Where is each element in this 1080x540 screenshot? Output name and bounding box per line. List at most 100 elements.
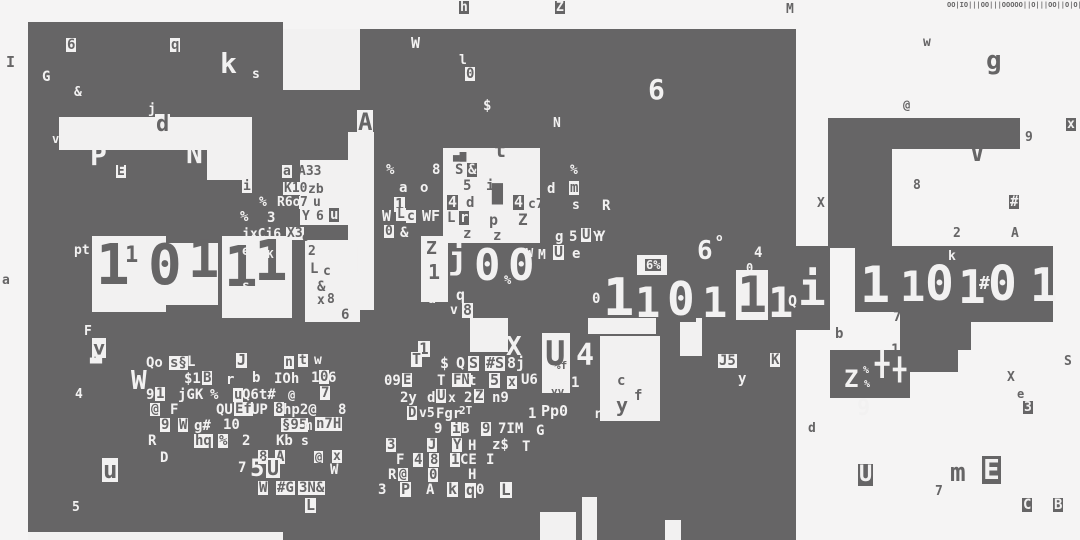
glyph: % <box>386 162 395 178</box>
glyph: CE <box>460 452 477 468</box>
block <box>222 236 292 318</box>
glyph: L <box>310 261 319 277</box>
glyph: K10 <box>283 181 309 196</box>
glyph: % <box>259 195 267 210</box>
glyph: X3 <box>286 226 304 241</box>
glyph: i <box>451 421 462 437</box>
glyph: U <box>858 462 874 487</box>
glyph: % <box>210 387 219 403</box>
glyph: 1 <box>860 256 891 314</box>
glyph: T <box>411 350 423 368</box>
glyph: 1 <box>900 262 926 311</box>
glyph: c <box>406 209 416 224</box>
glyph: A <box>1011 226 1019 241</box>
glyph: @ <box>903 98 911 112</box>
glyph: 5 <box>72 500 80 515</box>
glyph: B <box>461 421 470 437</box>
glyph: % <box>218 433 229 449</box>
glyph: 9 <box>434 421 443 437</box>
glyph: 3N& <box>298 480 326 496</box>
glyph: 1 <box>702 278 728 327</box>
glyph: Fgr <box>436 406 462 422</box>
glyph: 8 <box>274 401 285 417</box>
glyph: s <box>301 434 309 449</box>
block <box>665 520 681 540</box>
glyph: 0 <box>508 240 535 291</box>
glyph: w <box>923 35 931 50</box>
glyph: zb <box>308 182 324 197</box>
glyph: a <box>2 273 10 288</box>
glyph: 3 <box>267 210 276 226</box>
block <box>542 333 570 393</box>
glyph: X <box>506 332 522 362</box>
glyph: 09 <box>384 373 401 389</box>
glyph: I <box>6 53 16 71</box>
glyph: 1 <box>450 452 461 468</box>
block <box>680 318 702 356</box>
glyph: s <box>252 67 260 82</box>
glyph: 1 <box>736 266 769 324</box>
glyph: t <box>468 373 477 389</box>
glyph: D <box>160 450 169 466</box>
glyph: X <box>1007 370 1015 385</box>
glyph: 1 <box>528 406 537 422</box>
glyph: N <box>553 116 561 131</box>
glyph: 9 <box>146 387 155 403</box>
glyph: 6% <box>645 258 662 272</box>
glyph: m <box>950 458 966 488</box>
glyph: 1 <box>344 229 377 292</box>
glyph: c <box>617 373 626 389</box>
glyph: Z <box>474 388 485 404</box>
glyph: 1 <box>768 278 794 327</box>
glyph: P <box>400 480 412 498</box>
glyph: F <box>84 324 92 339</box>
glyph: Q <box>456 354 466 372</box>
glyph: K <box>770 352 781 368</box>
glyph: UP <box>251 402 268 418</box>
block <box>305 240 360 322</box>
glyph: $ <box>440 354 450 372</box>
glyph: d <box>808 421 816 436</box>
glyph: u <box>329 207 340 223</box>
block <box>582 497 597 540</box>
glyph: x <box>332 449 342 464</box>
glyph: x <box>448 391 456 406</box>
glyph: @ <box>398 467 408 482</box>
glyph: o <box>420 180 429 196</box>
glyph: U <box>545 334 566 374</box>
glyph: d <box>155 112 171 137</box>
glyph: 1 <box>891 342 900 358</box>
glyph: $1 <box>184 371 201 387</box>
glyph: e <box>572 246 581 262</box>
glyph: A <box>357 108 374 136</box>
block <box>796 246 830 330</box>
block <box>588 318 656 334</box>
glyph: R <box>148 433 157 449</box>
glyph: 3 <box>378 482 387 498</box>
glyph: W <box>526 246 534 260</box>
block <box>828 149 892 248</box>
glyph: 1 <box>428 260 441 284</box>
glyph: & <box>283 292 292 308</box>
glyph: j <box>148 102 156 117</box>
glyph: C <box>238 292 247 308</box>
glyph: g <box>986 46 1002 76</box>
glyph: X <box>817 196 825 211</box>
glyph: V <box>970 139 985 167</box>
glyph: 1 <box>635 278 661 327</box>
glyph: 0 <box>988 256 1017 312</box>
glyph: Q <box>788 292 798 310</box>
glyph: L <box>187 354 196 370</box>
glyph: a <box>399 180 408 196</box>
glyph: Y <box>597 229 606 245</box>
glyph: 7 <box>935 484 943 499</box>
glyph: 6 <box>328 370 337 386</box>
glyph: v <box>251 299 258 310</box>
glyph: 8 <box>429 452 440 468</box>
glyph: 2 <box>953 226 961 241</box>
glyph: ╋ <box>893 358 907 383</box>
glyph: i <box>798 262 826 316</box>
glyph: Y <box>593 230 601 245</box>
glyph: H <box>468 467 477 483</box>
glyph: % <box>864 379 871 390</box>
